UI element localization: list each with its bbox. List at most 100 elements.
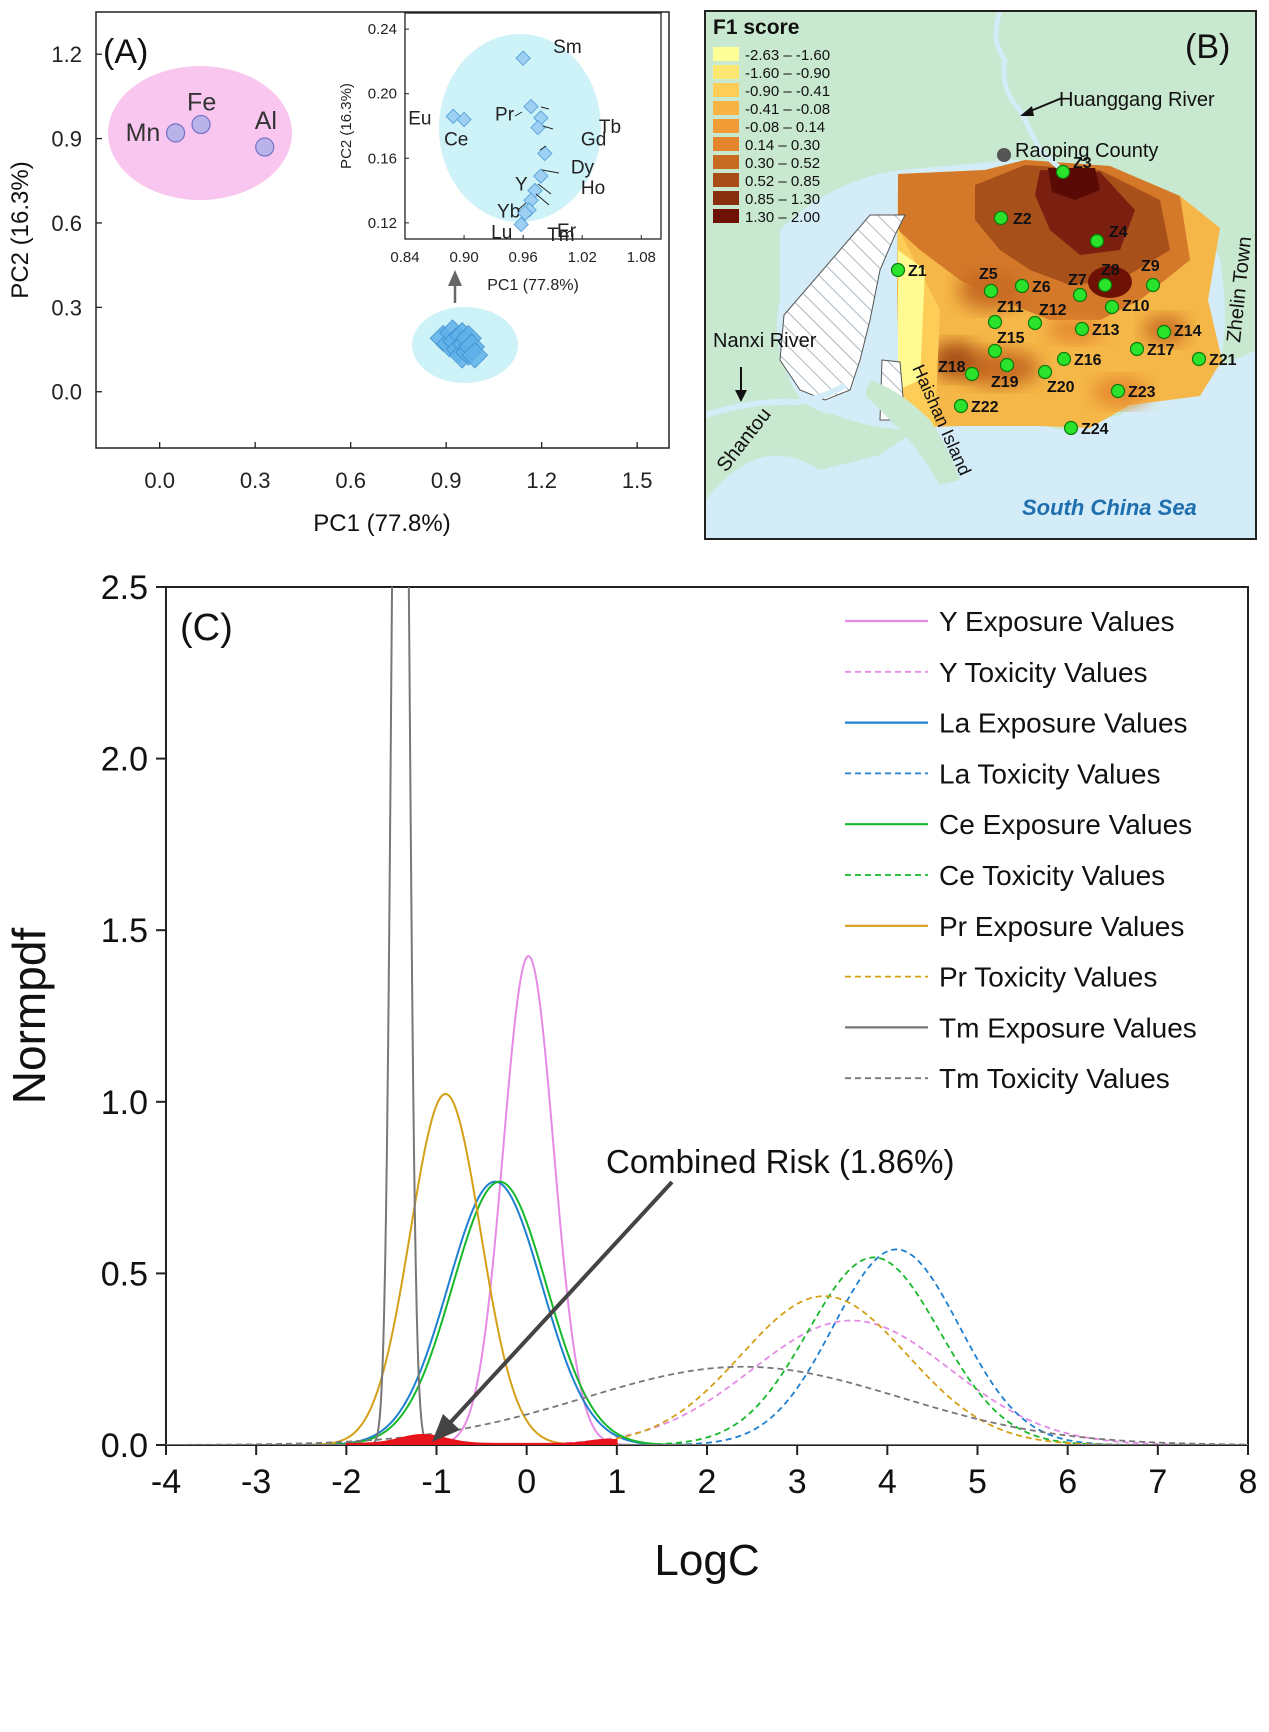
map-sites: Z1 Z2 Z3 Z4 Z5 Z6 Z7 Z8 Z9 Z10 Z11 Z12 Z13 Z14 Z15 Z16 Z… [890, 155, 1237, 438]
map-legend-swatch [713, 191, 739, 205]
panel-a-inset-point-label: Tb [599, 117, 621, 138]
panel-c-y-tick-label: 2.5 [101, 569, 148, 607]
map-site-marker [1129, 341, 1145, 357]
panel-a-x-ticks: 0.0 0.3 0.6 0.9 1.2 1.5 [144, 442, 652, 493]
map-site-marker [993, 210, 1009, 226]
map-label-huanggang-river: Huanggang River [1059, 89, 1215, 111]
panel-a-inset-x-ticks: 0.84 0.90 0.96 1.02 1.08 [390, 235, 656, 266]
panel-b-label: (B) [1185, 28, 1230, 66]
panel-a-x-tick-label: 0.6 [335, 468, 366, 493]
panel-a-x-tick-label: 1.5 [622, 468, 653, 493]
map-site-marker [987, 314, 1003, 330]
panel-c-label: (C) [180, 607, 233, 649]
panel-a-inset-point-label: Ce [444, 130, 468, 151]
panel-a-cluster-point [461, 341, 489, 369]
map-sea [706, 350, 1256, 539]
panel-c-x-tick-label: 0 [517, 1463, 536, 1501]
map-legend-swatch [713, 101, 739, 115]
map-site-marker [1063, 420, 1079, 436]
map-county-dot [997, 148, 1011, 162]
panel-c-y-tick-label: 1.0 [101, 1084, 148, 1122]
panel-c-legend-label: La Exposure Values [939, 708, 1188, 739]
panel-a-inset-point [523, 98, 539, 115]
map-site-label: Z16 [1074, 352, 1102, 369]
panel-a-inset-point-label: Eu [408, 108, 431, 129]
map-site-label: Z23 [1128, 384, 1156, 401]
panel-c-legend-label: La Toxicity Values [939, 758, 1161, 789]
panel-a-zoom-arrow [448, 270, 462, 303]
panel-a-inset-x-tick-label: 0.90 [449, 249, 478, 266]
panel-c-x-tick-label: 8 [1239, 1463, 1258, 1501]
panel-c-y-tick-label: 0.5 [101, 1255, 148, 1293]
panel-c-legend-label: Ce Toxicity Values [939, 860, 1165, 891]
panel-a-inset-point [513, 216, 529, 233]
map-site-label: Z13 [1092, 322, 1120, 339]
map-legend-label: -0.08 – 0.14 [745, 119, 825, 136]
panel-a-point-label: Mn [126, 119, 161, 147]
panel-a-inset-y-axis-label: PC2 (16.3%) [338, 83, 355, 169]
panel-c-x-tick-label: 7 [1148, 1463, 1167, 1501]
panel-c-x-tick-label: -2 [331, 1463, 361, 1501]
panel-c-x-tick-label: 4 [878, 1463, 897, 1501]
map-site-marker [987, 343, 1003, 359]
map-site-label: Z20 [1047, 379, 1075, 396]
map-legend-swatch [713, 65, 739, 79]
map-legend: -2.63 – -1.60-1.60 – -0.90-0.90 – -0.41-… [713, 47, 830, 226]
panel-c-y-ticks: 0.0 0.5 1.0 1.5 2.0 2.5 [101, 569, 166, 1465]
map-site-label: Z14 [1174, 323, 1202, 340]
panel-a-y-tick-label: 0.6 [51, 211, 82, 236]
map-site-marker [983, 283, 999, 299]
map-site-marker [1072, 287, 1088, 303]
panel-a-inset-point-label: Yb [497, 201, 520, 222]
panel-c-x-tick-label: -1 [421, 1463, 451, 1501]
panel-a-inset-point-label: Ho [581, 178, 605, 199]
map-river-arrow-west-head [735, 390, 747, 402]
panel-a-y-tick-label: 0.9 [51, 127, 82, 152]
panel-c-x-tick-label: 3 [788, 1463, 807, 1501]
panel-a-y-tick-label: 0.3 [51, 295, 82, 320]
map-site-marker [1097, 277, 1113, 293]
panel-a-x-tick-label: 0.9 [431, 468, 462, 493]
map-legend-label: -1.60 – -0.90 [745, 65, 830, 82]
panel-c-series-line [166, 1092, 1248, 1445]
panel-c-series-line [166, 1319, 1248, 1445]
panel-c-legend-label: Y Exposure Values [939, 606, 1175, 637]
map-legend-swatch [713, 173, 739, 187]
panel-c-x-ticks: -4 -3 -2 -1 0 1 2 3 4 5 6 7 8 [151, 1445, 1258, 1501]
map-site-marker [1074, 321, 1090, 337]
map-legend-title: F1 score [713, 16, 799, 39]
map-site-marker [964, 366, 980, 382]
map-site-label: Z3 [1073, 155, 1092, 172]
panel-c-x-tick-label: -3 [241, 1463, 271, 1501]
panel-c-x-tick-label: -4 [151, 1463, 181, 1501]
panel-c-legend-label: Pr Toxicity Values [939, 962, 1157, 993]
map-site-label: Z2 [1013, 211, 1032, 228]
map-site-marker [1145, 277, 1161, 293]
panel-a-inset-y-tick-label: 0.20 [368, 86, 397, 103]
panel-a-inset-point-label: Gd [581, 130, 606, 151]
panel-c-series-line [166, 1248, 1248, 1445]
map-site-label: Z19 [991, 374, 1019, 391]
map-site-marker [890, 262, 906, 278]
map-site-label: Z7 [1068, 272, 1087, 289]
panel-c-legend-label: Tm Exposure Values [939, 1012, 1197, 1043]
map-site-label: Z24 [1081, 421, 1109, 438]
panel-c-combined-risk-fill [345, 1433, 618, 1445]
map-site-label: Z10 [1122, 298, 1150, 315]
panel-c-combined-risk-area [345, 1433, 618, 1445]
panel-a-x-tick-label: 0.0 [144, 468, 175, 493]
panel-a-point-label: Fe [187, 89, 216, 117]
panel-c-series-line [166, 1180, 1248, 1445]
panel-a-x-axis-label: PC1 (77.8%) [313, 510, 450, 537]
map-site-marker [1056, 351, 1072, 367]
panel-c-x-axis-label: LogC [654, 1536, 759, 1585]
panel-a-inset-point-label: Lu [491, 222, 512, 243]
panel-a-inset-point [530, 119, 546, 136]
panel-a-inset-point-label: Y [515, 175, 528, 196]
map-hatched-area [779, 214, 906, 401]
map-legend-label: 0.30 – 0.52 [745, 155, 820, 172]
panel-c-y-tick-label: 0.0 [101, 1427, 148, 1465]
map-site-marker [1156, 324, 1172, 340]
